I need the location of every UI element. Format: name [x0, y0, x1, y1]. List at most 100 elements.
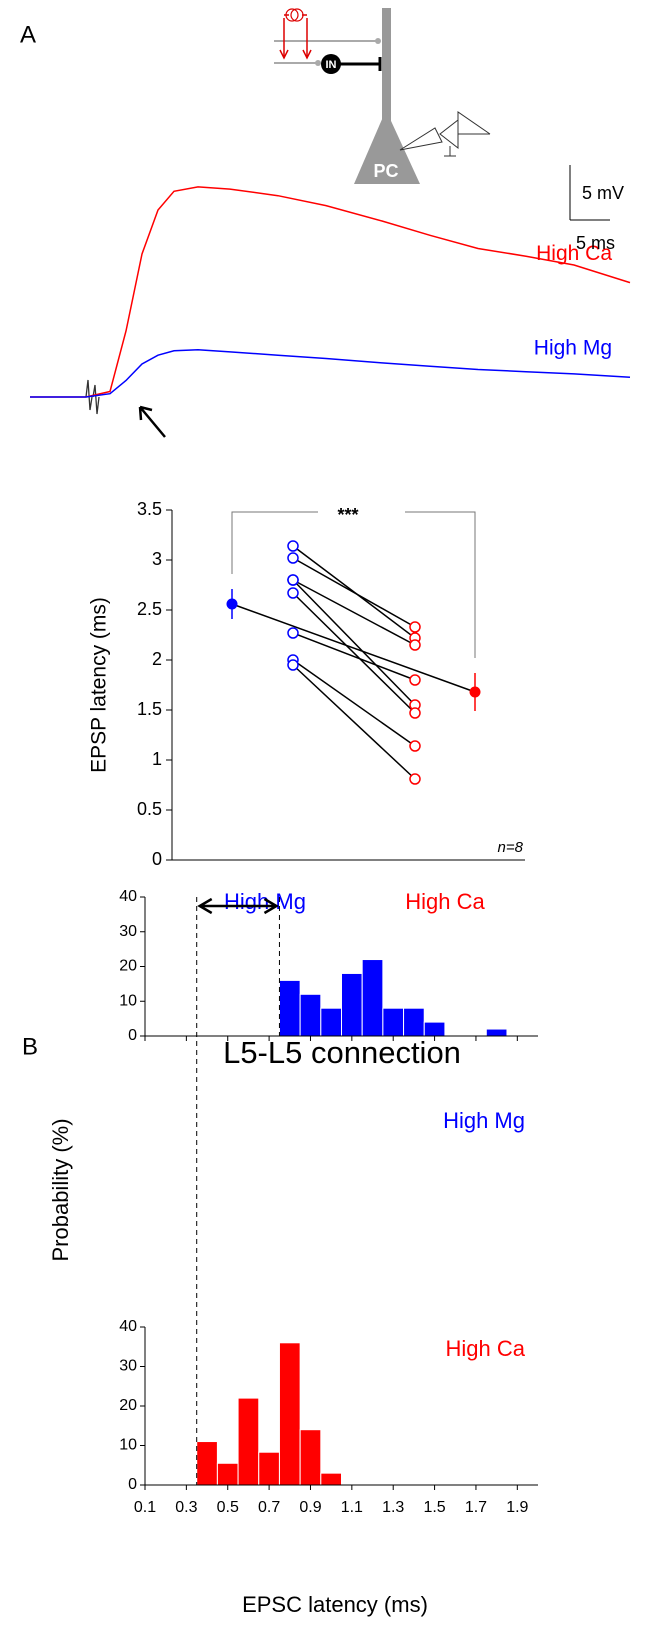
pair-line — [292, 592, 416, 714]
significance: *** — [337, 505, 358, 525]
y-tick-label: 0 — [128, 1027, 137, 1044]
bar — [485, 1028, 508, 1037]
bar — [258, 1451, 280, 1486]
y-tick-label: 3 — [152, 549, 162, 569]
mean-point — [226, 598, 238, 610]
stim-arrow — [279, 49, 312, 60]
stim-wire — [283, 14, 308, 58]
pair-line — [292, 632, 416, 681]
cell-label: PC — [373, 161, 398, 181]
stim-artifact — [85, 379, 100, 415]
y-tick-label: 0 — [152, 849, 162, 869]
x-tick-label: High Ca — [405, 889, 485, 914]
x-tick-label: 0.1 — [134, 1499, 156, 1516]
x-tick-label: 0.3 — [175, 1499, 197, 1516]
trace — [30, 348, 631, 398]
trace-label: High Mg — [534, 337, 612, 360]
y-tick-label: 10 — [119, 1437, 137, 1454]
synapse — [375, 38, 381, 44]
panel-label: A — [20, 21, 36, 48]
point — [409, 621, 421, 633]
y-tick-label: 1.5 — [137, 699, 162, 719]
bar — [382, 1007, 405, 1037]
point — [409, 639, 421, 651]
y-tick-label: 0.5 — [137, 799, 162, 819]
bar — [320, 1007, 343, 1037]
point — [409, 674, 421, 686]
bar — [237, 1397, 260, 1486]
scale-label: 5 mV — [582, 183, 624, 203]
y-tick-label: 30 — [119, 1358, 137, 1375]
bar — [403, 1007, 425, 1037]
y-axis-label: Probability (%) — [48, 1118, 73, 1261]
x-axis-label: EPSC latency (ms) — [242, 1592, 428, 1617]
pair-line — [292, 557, 416, 628]
amplifier — [439, 111, 491, 157]
y-axis-label: EPSP latency (ms) — [88, 597, 111, 773]
soma — [354, 110, 420, 184]
dendrite — [382, 8, 391, 138]
mean-point — [469, 686, 481, 698]
bar — [278, 979, 301, 1037]
onset-arrow — [138, 405, 166, 438]
x-tick-label: 0.9 — [299, 1499, 321, 1516]
bar — [196, 1441, 218, 1486]
y-tick-label: 3.5 — [137, 499, 162, 519]
chart-title: L5-L5 connection — [223, 1035, 461, 1070]
electrode — [399, 127, 443, 151]
panel-name: High Mg — [443, 1108, 525, 1133]
x-tick-label: 0.5 — [217, 1499, 239, 1516]
point — [287, 574, 299, 586]
y-tick-label: 40 — [119, 888, 137, 905]
schematic: IN PC — [274, 8, 491, 184]
y-tick-label: 2 — [152, 649, 162, 669]
point — [287, 659, 299, 671]
x-tick-label: 1.3 — [382, 1499, 404, 1516]
scale-label: 5 ms — [576, 233, 615, 253]
x-tick-label: 1.1 — [341, 1499, 363, 1516]
interneuron — [321, 54, 341, 74]
bar — [341, 972, 363, 1037]
y-tick-label: 20 — [119, 1397, 137, 1414]
pair-line — [292, 579, 416, 646]
synapse — [315, 60, 321, 66]
y-tick-label: 10 — [119, 992, 137, 1009]
point — [409, 740, 421, 752]
x-tick-label: 1.7 — [465, 1499, 487, 1516]
pair-line — [292, 659, 416, 747]
x-tick-label: 1.5 — [423, 1499, 445, 1516]
point — [287, 540, 299, 552]
x-tick-label: 1.9 — [506, 1499, 528, 1516]
bar — [361, 959, 384, 1037]
bar — [423, 1021, 446, 1037]
significance-bracket — [231, 511, 476, 658]
range-arrow — [197, 897, 279, 915]
y-tick-label: 0 — [128, 1476, 137, 1493]
y-tick-label: 1 — [152, 749, 162, 769]
pair-line — [292, 664, 416, 780]
annotation: n=8 — [498, 839, 524, 856]
point — [409, 707, 421, 719]
y-tick-label: 20 — [119, 958, 137, 975]
trace — [30, 186, 631, 398]
bar — [320, 1472, 343, 1486]
x-tick-label: High Mg — [224, 889, 306, 914]
bar — [278, 1342, 301, 1486]
cell-label: IN — [326, 59, 337, 71]
panel-name: High Ca — [446, 1336, 526, 1361]
point — [287, 552, 299, 564]
bar — [216, 1462, 239, 1486]
point — [287, 587, 299, 599]
panel-label: B — [22, 1033, 38, 1060]
x-tick-label: 0.7 — [258, 1499, 280, 1516]
pair-line — [292, 579, 416, 706]
point — [409, 773, 421, 785]
trace-label: High Ca — [536, 242, 612, 265]
bar — [299, 1429, 322, 1486]
point — [287, 627, 299, 639]
y-tick-label: 30 — [119, 923, 137, 940]
y-tick-label: 2.5 — [137, 599, 162, 619]
y-tick-label: 40 — [119, 1318, 137, 1335]
bar — [299, 993, 322, 1037]
